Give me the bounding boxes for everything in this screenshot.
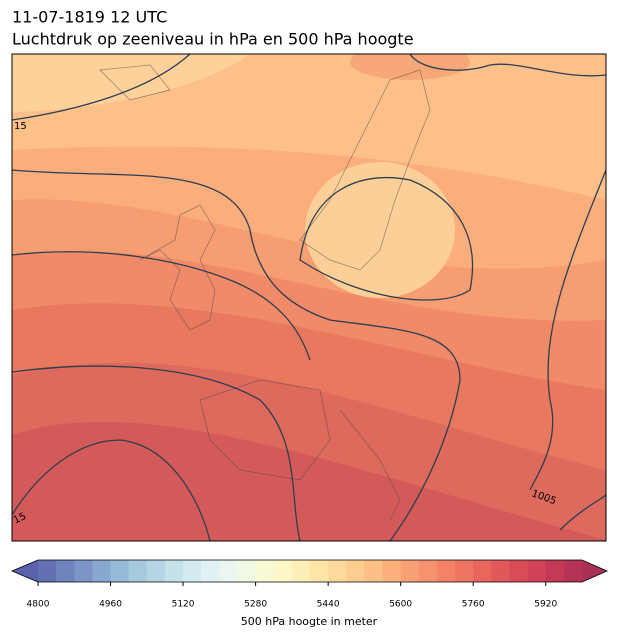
colorbar-swatch xyxy=(527,560,547,582)
subtitle: Luchtdruk op zeeniveau in hPa en 500 hPa… xyxy=(12,30,414,49)
isobar xyxy=(299,176,474,301)
colorbar-swatch xyxy=(310,560,329,582)
colorbar-swatch xyxy=(473,560,492,582)
colorbar-tick-label: 5120 xyxy=(172,600,195,610)
title: 11-07-1819 12 UTC xyxy=(12,8,167,27)
colorbar-tick-label: 5760 xyxy=(462,600,485,610)
coastline xyxy=(339,409,401,521)
map-frame xyxy=(11,53,607,542)
isobar xyxy=(12,54,191,121)
colorbar-swatch xyxy=(128,560,148,582)
colorbar-swatch xyxy=(455,560,474,582)
isobar xyxy=(559,494,606,531)
colorbar-swatch xyxy=(491,560,510,582)
colorbar-label: 500 hPa hoogte in meter xyxy=(241,615,378,628)
band xyxy=(350,54,470,80)
colorbar-swatch xyxy=(219,560,238,582)
isobar xyxy=(409,54,606,77)
colorbar-swatch xyxy=(400,560,420,582)
colorbar-swatch xyxy=(436,560,456,582)
colorbar-swatch xyxy=(201,560,220,582)
coastline xyxy=(199,379,331,481)
colorbar-swatch xyxy=(255,560,275,582)
isobar xyxy=(12,365,301,541)
isobar xyxy=(12,169,461,541)
contour-label: 15 xyxy=(12,511,28,526)
isobar xyxy=(12,251,311,361)
colorbar-swatch xyxy=(38,560,57,582)
colorbar-swatch xyxy=(183,560,202,582)
colorbar-swatch xyxy=(328,560,347,582)
colorbar-swatch xyxy=(382,560,402,582)
colorbar-swatch xyxy=(291,560,311,582)
colorbar-swatch xyxy=(418,560,438,582)
band xyxy=(12,54,250,112)
colorbar-tick-label: 5600 xyxy=(389,600,412,610)
colorbar-swatch xyxy=(273,560,293,582)
coastline xyxy=(299,69,431,271)
colorbar-swatch xyxy=(74,560,93,582)
colorbar-tick-label: 5440 xyxy=(317,600,340,610)
isobar xyxy=(529,169,606,491)
map: 15 15 1005 xyxy=(12,54,606,541)
colorbar-swatch xyxy=(545,560,565,582)
colorbar-tick-label: 5280 xyxy=(244,600,267,610)
contour-label: 15 xyxy=(14,121,27,132)
band xyxy=(305,162,455,298)
colorbar-swatch xyxy=(509,560,529,582)
colorbar-swatch xyxy=(56,560,75,582)
isobar xyxy=(12,439,211,541)
colorbar-swatch xyxy=(364,560,384,582)
colorbar-tick-label: 4800 xyxy=(27,600,50,610)
colorbar-swatch xyxy=(92,560,112,582)
colorbar: 4800 4960 5120 5280 5440 5600 5760 5920 xyxy=(10,559,608,610)
colorbar-tick-label: 4960 xyxy=(99,600,122,610)
colorbar-over xyxy=(582,560,607,582)
colorbar-swatch xyxy=(563,560,583,582)
colorbar-swatch xyxy=(237,560,257,582)
coastline xyxy=(99,64,171,101)
colorbar-swatch xyxy=(164,560,184,582)
colorbar-tick-label: 5920 xyxy=(534,600,557,610)
colorbar-under xyxy=(12,560,38,582)
coastline xyxy=(139,204,216,331)
colorbar-swatch xyxy=(146,560,166,582)
colorbar-swatch xyxy=(346,560,365,582)
colorbar-swatch xyxy=(110,560,130,582)
